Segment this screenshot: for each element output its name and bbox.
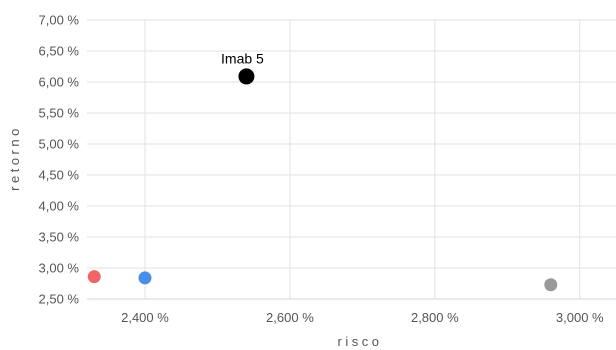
y-axis-ticks: 2,50 % 3,00 % 3,50 % 4,00 % 4,50 % 5,00 % 5,50… xyxy=(39,13,80,307)
x-axis-label: risco xyxy=(338,334,383,349)
grid xyxy=(87,19,616,300)
data-point xyxy=(544,278,558,292)
y-tick-label: 5,50 % xyxy=(39,106,80,121)
y-tick-label: 7,00 % xyxy=(39,13,80,28)
point-label: Imab 5 xyxy=(221,50,264,66)
x-tick-label: 2,800 % xyxy=(411,310,459,325)
x-axis-ticks: 2,400 % 2,600 % 2,800 % 3,000 % xyxy=(121,310,604,325)
y-tick-label: 3,50 % xyxy=(39,230,80,245)
y-tick-label: 6,00 % xyxy=(39,75,80,90)
y-tick-label: 4,00 % xyxy=(39,199,80,214)
y-tick-label: 3,00 % xyxy=(39,261,80,276)
y-axis-label: retorno xyxy=(7,125,22,191)
y-tick-label: 4,50 % xyxy=(39,168,80,183)
x-tick-label: 3,000 % xyxy=(556,310,604,325)
data-points: Imab 5 xyxy=(87,50,558,292)
y-tick-label: 6,50 % xyxy=(39,44,80,59)
data-point xyxy=(238,68,255,85)
x-tick-label: 2,400 % xyxy=(121,310,169,325)
data-point xyxy=(138,271,152,285)
x-tick-label: 2,600 % xyxy=(266,310,314,325)
y-tick-label: 2,50 % xyxy=(39,292,80,307)
data-point xyxy=(87,270,101,284)
y-tick-label: 5,00 % xyxy=(39,137,80,152)
